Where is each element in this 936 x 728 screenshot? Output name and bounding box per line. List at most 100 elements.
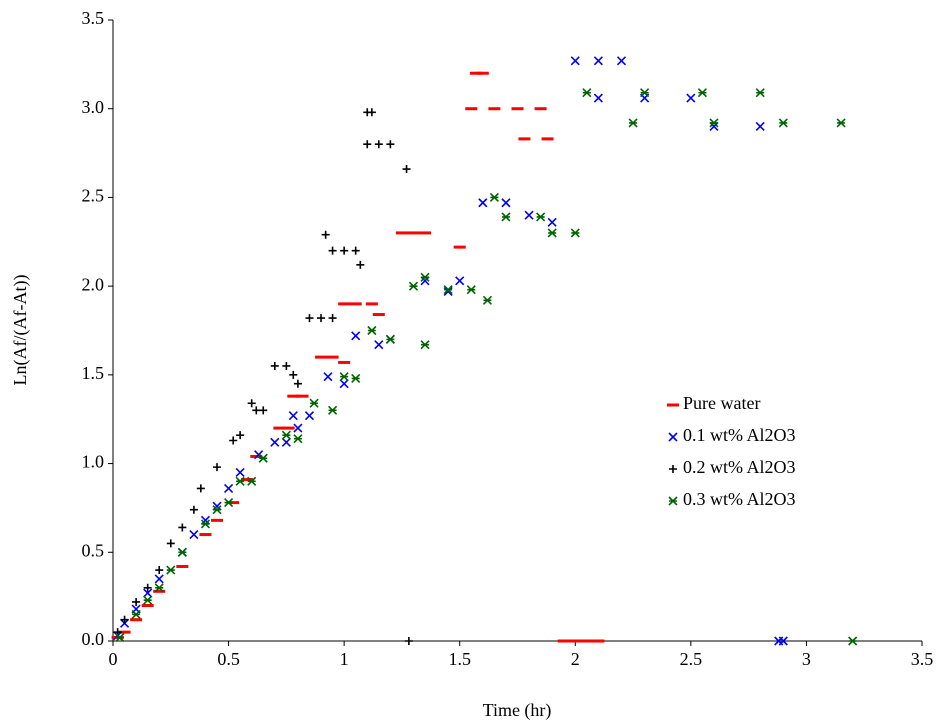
marker: [131, 609, 141, 619]
marker: [258, 453, 268, 463]
x-tick-label: 1: [340, 649, 349, 669]
x-axis-label: Time (hr): [483, 700, 552, 721]
legend-label: 0.2 wt% Al2O3: [683, 457, 796, 477]
marker: [212, 505, 222, 515]
marker: [420, 340, 430, 350]
marker: [351, 246, 360, 255]
marker: [288, 411, 298, 421]
marker: [321, 230, 330, 239]
marker: [755, 121, 765, 132]
marker: [305, 314, 314, 323]
marker: [177, 547, 187, 557]
x-tick-label: 3: [802, 649, 811, 669]
marker: [778, 118, 788, 128]
marker: [189, 505, 198, 514]
marker: [420, 272, 430, 282]
marker: [709, 118, 719, 128]
marker: [501, 212, 511, 222]
legend-marker: [669, 465, 677, 473]
marker: [640, 88, 650, 98]
legend-label: 0.3 wt% Al2O3: [683, 489, 796, 509]
marker: [593, 93, 603, 103]
x-tick-label: 1.5: [448, 649, 471, 669]
marker: [778, 636, 788, 646]
marker: [404, 637, 413, 645]
marker: [154, 574, 164, 584]
marker: [351, 331, 361, 341]
marker: [547, 217, 557, 227]
y-tick-label: 0.0: [82, 629, 105, 649]
marker: [132, 597, 141, 606]
marker: [293, 423, 303, 433]
marker: [367, 108, 376, 117]
marker: [420, 276, 430, 286]
marker: [455, 276, 465, 286]
y-tick-label: 3.5: [82, 8, 105, 28]
y-axis-label: Ln(Af/(Af-At)): [10, 275, 31, 386]
legend-label: Pure water: [683, 393, 760, 413]
marker: [408, 281, 419, 291]
x-tick-label: 0: [109, 649, 118, 669]
marker: [236, 431, 245, 440]
y-tick-label: 1.0: [82, 452, 105, 472]
marker: [848, 636, 858, 646]
marker: [489, 192, 499, 202]
marker: [200, 519, 211, 529]
marker: [247, 476, 257, 486]
marker: [628, 118, 638, 128]
marker: [281, 430, 291, 440]
marker: [524, 210, 534, 220]
marker: [120, 615, 129, 624]
marker: [293, 379, 302, 388]
y-tick-label: 2.0: [82, 274, 105, 294]
marker: [374, 140, 383, 149]
marker: [385, 334, 395, 344]
marker: [281, 437, 291, 447]
marker: [115, 632, 125, 643]
marker: [317, 314, 326, 323]
marker: [178, 523, 187, 532]
marker: [686, 93, 696, 103]
y-tick-label: 2.5: [82, 186, 105, 206]
marker: [328, 246, 337, 255]
x-tick-label: 0.5: [217, 649, 240, 669]
marker: [363, 140, 372, 149]
marker: [328, 314, 337, 323]
marker: [143, 588, 153, 598]
marker: [501, 198, 511, 208]
legend-marker: [668, 496, 678, 506]
marker: [309, 398, 319, 408]
marker: [212, 501, 222, 511]
y-tick-label: 1.5: [82, 363, 105, 383]
marker: [340, 246, 349, 255]
marker: [328, 405, 338, 415]
marker: [189, 529, 199, 540]
marker: [304, 411, 315, 421]
x-tick-label: 2.5: [680, 649, 703, 669]
marker: [536, 212, 546, 222]
marker: [166, 565, 176, 575]
marker: [323, 372, 333, 382]
legend-label: 0.1 wt% Al2O3: [683, 425, 796, 445]
marker: [200, 515, 211, 525]
marker: [339, 372, 349, 382]
marker: [213, 463, 222, 472]
marker: [593, 56, 603, 66]
marker: [252, 406, 261, 415]
marker: [289, 370, 298, 379]
marker: [270, 361, 279, 370]
marker: [224, 498, 234, 508]
marker: [154, 583, 164, 593]
marker: [235, 467, 245, 478]
marker: [570, 228, 580, 238]
marker: [836, 118, 846, 128]
marker: [466, 285, 476, 295]
marker: [582, 88, 592, 98]
x-tick-label: 2: [571, 649, 580, 669]
marker: [443, 285, 453, 295]
marker: [229, 436, 238, 445]
marker: [235, 476, 245, 486]
marker: [293, 434, 303, 444]
marker: [374, 340, 384, 350]
